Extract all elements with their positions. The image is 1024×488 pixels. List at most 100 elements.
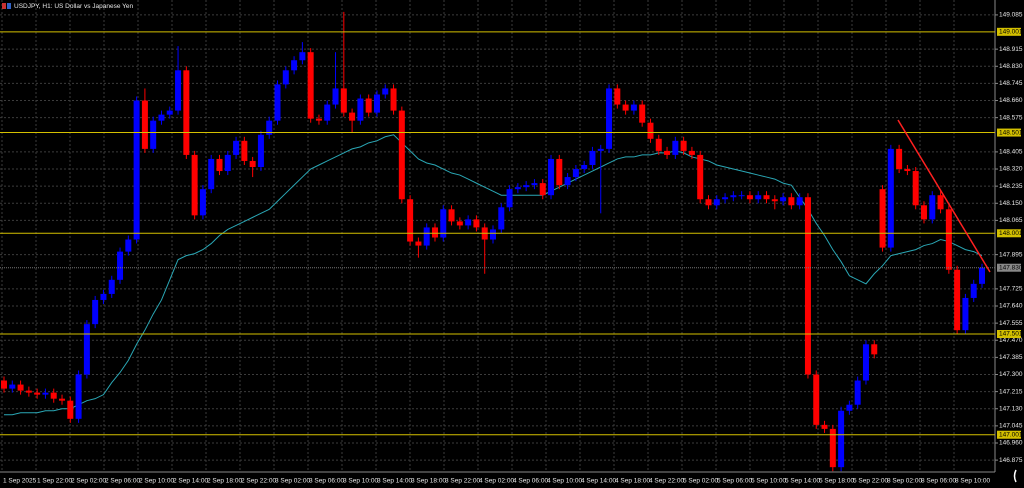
candle-body bbox=[324, 104, 331, 121]
candle-body bbox=[216, 158, 223, 172]
candle-body bbox=[465, 219, 472, 226]
candle bbox=[771, 195, 778, 210]
candle bbox=[796, 193, 803, 210]
candle-body bbox=[75, 374, 82, 419]
candle-body bbox=[912, 171, 919, 206]
candle bbox=[846, 400, 853, 415]
candle bbox=[423, 223, 430, 250]
candle bbox=[490, 225, 496, 244]
candle bbox=[572, 164, 579, 182]
y-tick-label: 148.660 bbox=[999, 97, 1023, 104]
x-tick-label: 4 Sep 22:00 bbox=[649, 478, 684, 485]
candle-body bbox=[705, 199, 712, 206]
candle-body bbox=[548, 158, 555, 196]
x-tick-label: 5 Sep 10:00 bbox=[751, 478, 786, 485]
candle-body bbox=[796, 197, 803, 206]
candle bbox=[722, 193, 729, 204]
candle bbox=[357, 94, 364, 125]
candle-body bbox=[266, 120, 273, 135]
candle-body bbox=[771, 199, 778, 202]
candle-body bbox=[456, 221, 463, 226]
x-tick-label: 4 Sep 06:00 bbox=[513, 478, 548, 485]
candle bbox=[125, 235, 132, 256]
candle-body bbox=[780, 197, 787, 202]
candle bbox=[117, 247, 124, 284]
candle bbox=[133, 96, 140, 244]
candle bbox=[954, 265, 961, 335]
candle bbox=[539, 179, 546, 200]
candle-body bbox=[59, 398, 66, 401]
x-tick-label: 5 Sep 22:00 bbox=[853, 478, 888, 485]
candle-body bbox=[448, 209, 455, 222]
candle bbox=[614, 84, 621, 109]
x-tick-label: 2 Sep 22:00 bbox=[241, 478, 276, 485]
candle bbox=[25, 386, 32, 397]
candle-body bbox=[332, 88, 339, 105]
candle-body bbox=[291, 60, 298, 71]
candle bbox=[622, 100, 629, 115]
candle bbox=[548, 154, 555, 200]
candle bbox=[879, 185, 886, 252]
candle bbox=[531, 179, 538, 190]
candle bbox=[282, 66, 289, 89]
candle-body bbox=[25, 390, 32, 393]
candle bbox=[871, 340, 878, 359]
candle bbox=[630, 100, 637, 115]
y-tick-label: 148.320 bbox=[999, 166, 1023, 173]
candle-body bbox=[962, 297, 969, 331]
candle bbox=[249, 156, 256, 178]
candle bbox=[415, 237, 422, 258]
x-tick-label: 3 Sep 14:00 bbox=[377, 478, 412, 485]
candle-body bbox=[614, 88, 621, 105]
candle-body bbox=[514, 187, 521, 190]
candle-body bbox=[415, 241, 422, 246]
candle-body bbox=[688, 150, 695, 155]
x-tick-label: 2 Sep 18:00 bbox=[207, 478, 242, 485]
candle-body bbox=[854, 380, 861, 405]
candle-body bbox=[175, 70, 182, 111]
corner-icon bbox=[1013, 469, 1017, 483]
candle-body bbox=[622, 104, 629, 111]
x-tick-label: 2 Sep 10:00 bbox=[139, 478, 174, 485]
level-label: 147.001 bbox=[999, 431, 1023, 438]
y-tick-label: 147.045 bbox=[999, 423, 1023, 430]
candle-body bbox=[531, 183, 538, 186]
y-tick-label: 148.830 bbox=[999, 63, 1023, 70]
candle-body bbox=[937, 195, 944, 210]
x-tick-label: 2 Sep 14:00 bbox=[173, 478, 208, 485]
candle bbox=[597, 144, 604, 214]
candle bbox=[896, 144, 903, 174]
candle bbox=[713, 195, 720, 210]
candle bbox=[854, 376, 861, 409]
candle bbox=[340, 11, 347, 117]
candle-body bbox=[241, 140, 248, 161]
candle-body bbox=[274, 84, 281, 121]
x-tick-label: 8 Sep 02:00 bbox=[887, 478, 922, 485]
candle-body bbox=[581, 164, 588, 170]
candle bbox=[241, 136, 248, 165]
chart-title: USDJPY, H1: US Dollar vs Japanese Yen bbox=[14, 3, 133, 10]
candle-body bbox=[647, 122, 654, 139]
candle bbox=[141, 88, 148, 153]
y-tick-label: 147.895 bbox=[999, 251, 1023, 258]
candle bbox=[589, 146, 596, 170]
candle-body bbox=[108, 279, 115, 294]
candle bbox=[606, 84, 613, 153]
candle-body bbox=[746, 195, 753, 200]
x-tick-label: 3 Sep 02:00 bbox=[275, 478, 310, 485]
candle-body bbox=[357, 98, 364, 121]
candle-body bbox=[233, 140, 240, 155]
candle-body bbox=[92, 299, 99, 325]
candle-body bbox=[307, 52, 314, 119]
candle bbox=[59, 394, 66, 405]
candle bbox=[804, 193, 811, 379]
candle bbox=[208, 154, 215, 194]
candle bbox=[291, 56, 298, 75]
candle bbox=[945, 205, 952, 274]
candle bbox=[755, 191, 762, 204]
candle bbox=[581, 160, 588, 174]
candle bbox=[929, 191, 936, 224]
level-label-box bbox=[997, 330, 1021, 339]
candle-body bbox=[34, 392, 41, 395]
y-tick-label: 147.555 bbox=[999, 320, 1023, 327]
